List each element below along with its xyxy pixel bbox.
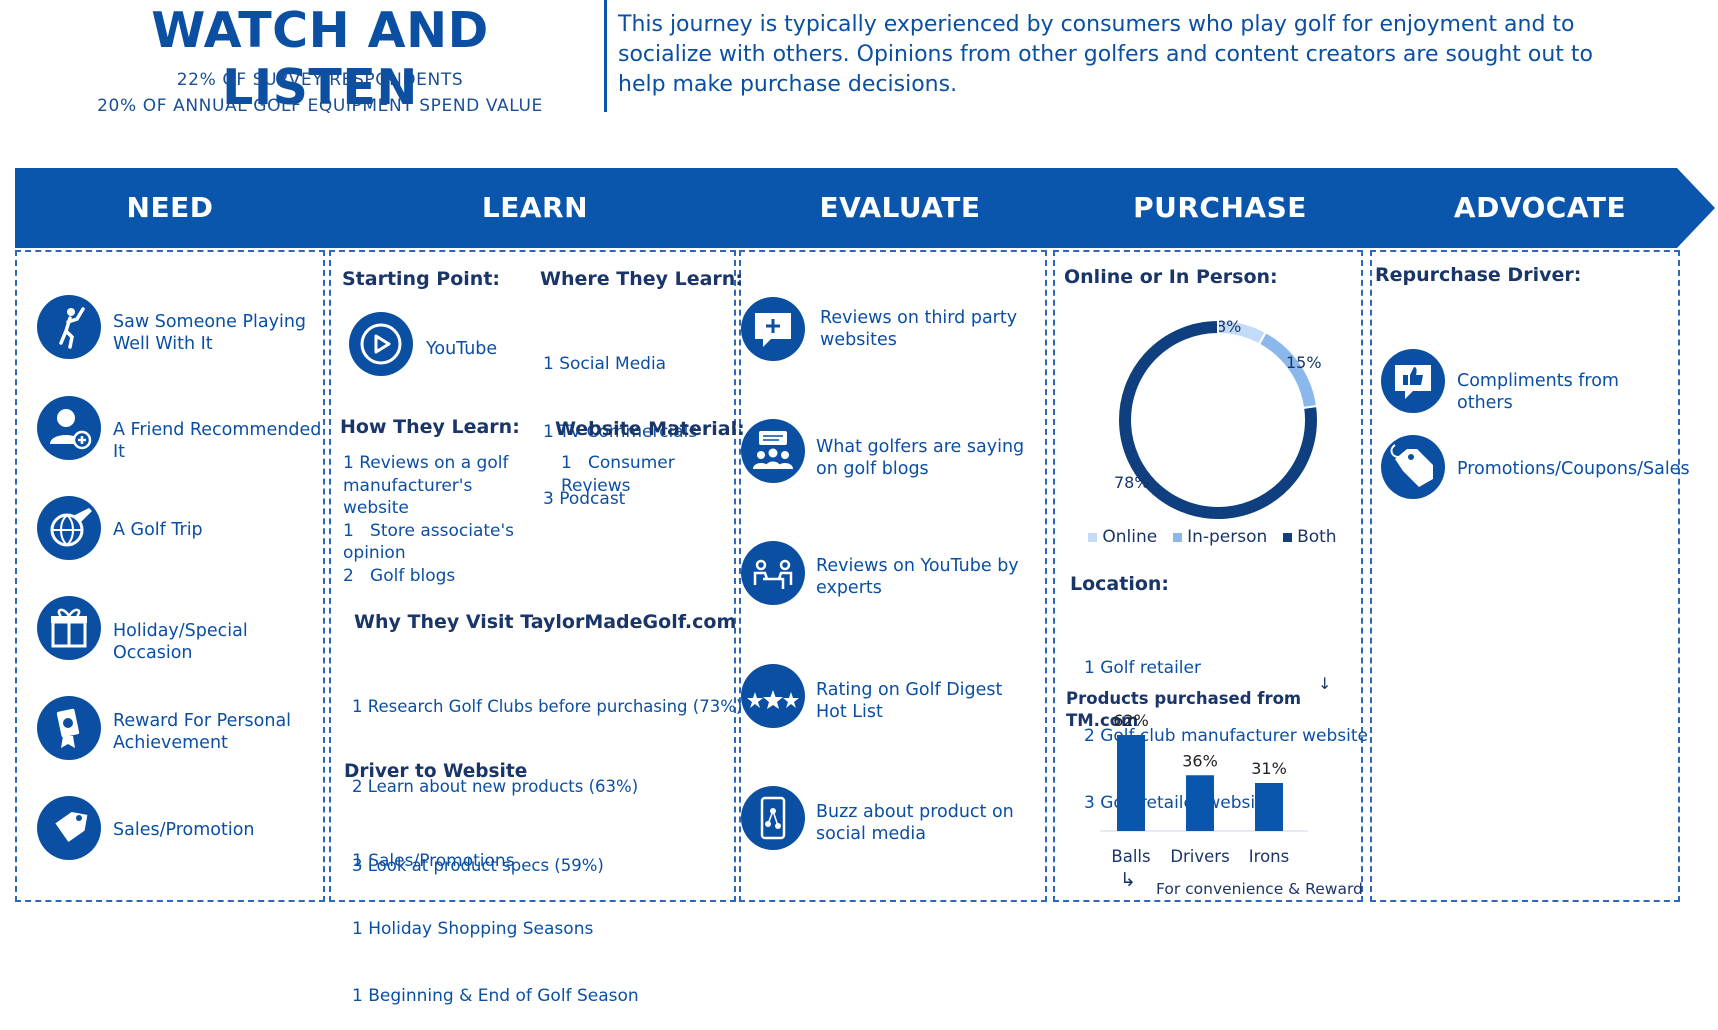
tag-icon — [37, 796, 101, 860]
bar-data-label: 31% — [1251, 759, 1287, 778]
donut-data-label: 15% — [1286, 353, 1322, 372]
bar-category-label: Irons — [1249, 847, 1289, 866]
bar-balls — [1117, 735, 1145, 831]
golfer-icon — [37, 295, 101, 359]
list-item: 1 Beginning & End of Golf Season — [352, 986, 639, 1006]
tag-icon — [1381, 435, 1445, 499]
bar-data-label: 36% — [1182, 751, 1218, 770]
learn-column — [329, 250, 736, 902]
need-item-label: Holiday/Special Occasion — [113, 621, 248, 663]
stage-banner — [15, 168, 1715, 248]
header-divider — [604, 0, 607, 112]
bar-drivers — [1186, 775, 1214, 831]
purchase-column — [1053, 250, 1363, 902]
person-add-icon — [37, 396, 101, 460]
reward-icon — [37, 696, 101, 760]
journey-description: This journey is typically experienced by… — [618, 12, 1593, 97]
website-material-title: Website Material: — [555, 418, 745, 440]
bar-category-label: Balls — [1111, 847, 1150, 866]
purchase-footnote: For convenience & Reward — [1156, 880, 1363, 898]
location-title: Location: — [1070, 573, 1170, 595]
list-item: 1 Consumer Reviews — [561, 453, 681, 496]
bar-irons — [1255, 783, 1283, 831]
gift-icon — [37, 596, 101, 660]
list-item: 2 Learn about new products (63%) — [352, 776, 639, 796]
stage-advocate: ADVOCATE — [1453, 191, 1627, 224]
stage-learn: LEARN — [481, 191, 589, 224]
evaluate-item-label: Rating on Golf Digest Hot List — [816, 680, 1003, 722]
legend-swatch-in-person — [1172, 533, 1182, 542]
online-or-in-person-title: Online or In Person: — [1064, 266, 1278, 288]
list-item: 1 Reviews on a golf manufacturer's websi… — [343, 453, 509, 518]
list-item: 1 Sales/Promotions — [352, 851, 515, 871]
evaluate-item-label: What golfers are saying on golf blogs — [816, 437, 1025, 479]
how-they-learn-title: How They Learn: — [340, 416, 520, 438]
arrow-down-icon: ↓ — [1318, 674, 1332, 693]
thumbs-up-icon — [1381, 349, 1445, 413]
evaluate-item-label: Buzz about product on social media — [816, 802, 1014, 844]
purchase-channel-donut-chart: 8% 15% 78% — [1114, 317, 1322, 521]
driver-to-website-title: Driver to Website — [344, 761, 528, 782]
list-item: 2 Golf club manufacturer website — [1084, 725, 1368, 746]
starting-point-title: Starting Point: — [342, 268, 500, 290]
donut-data-label: 8% — [1216, 317, 1241, 336]
chat-plus-icon — [741, 297, 805, 361]
why-visit-title: Why They Visit TaylorMadeGolf.com — [354, 611, 737, 633]
need-item-label: A Golf Trip — [113, 520, 203, 540]
phone-social-icon — [741, 786, 805, 850]
evaluate-item-label: Reviews on third party websites — [820, 308, 1018, 350]
arrow-return-icon: ↳ — [1120, 869, 1136, 891]
list-item: 3 Podcast — [543, 489, 626, 509]
advocate-column — [1370, 250, 1680, 902]
evaluate-column — [739, 250, 1047, 902]
donut-legend: Online In-person Both — [1088, 527, 1388, 547]
bar-data-label: 62% — [1113, 711, 1149, 730]
why-visit-list: 1 Research Golf Clubs before purchasing … — [352, 641, 742, 906]
legend-swatch-online — [1088, 533, 1097, 542]
respondent-stat: 22% OF SURVEY RESPONDENTS — [176, 70, 464, 90]
legend-swatch-both — [1282, 533, 1292, 542]
list-item: 1 Golf retailer — [1084, 658, 1201, 678]
where-they-learn-title: Where They Learn: — [540, 268, 743, 290]
list-item: 3 Look at product specs (59%) — [352, 856, 604, 875]
list-item: 1 Research Golf Clubs before purchasing … — [352, 697, 743, 716]
interview-icon — [741, 541, 805, 605]
products-purchased-title: Products purchased from TM.com — [1066, 689, 1302, 730]
list-item: 1 Holiday Shopping Seasons — [352, 918, 594, 939]
spend-stat: 20% OF ANNUAL GOLF EQUIPMENT SPEND VALUE — [97, 96, 543, 116]
advocate-item-label: Compliments from others — [1457, 371, 1619, 413]
group-chat-icon — [741, 419, 805, 483]
need-item-label: Saw Someone Playing Well With It — [113, 312, 307, 354]
page-title: WATCH AND LISTEN — [151, 2, 489, 116]
starting-point-value: YouTube — [426, 339, 498, 359]
products-bar-chart: 62% Balls 36% Drivers 31% Irons — [1100, 711, 1308, 866]
stage-need: NEED — [126, 191, 214, 224]
advocate-item-label: Promotions/Coupons/Sales — [1457, 459, 1690, 479]
youtube-icon — [349, 312, 413, 376]
donut-data-label: 78% — [1114, 473, 1150, 492]
list-item: 1 Social Media — [543, 354, 667, 374]
globe-plane-icon — [37, 496, 101, 560]
where-they-learn-list: 1 Social Media 1 TV Commercials 3 Podcas… — [543, 308, 697, 533]
need-item-label: A Friend Recommended It — [113, 420, 322, 462]
list-item: 1 Store associate's opinion — [343, 520, 520, 564]
repurchase-driver-title: Repurchase Driver: — [1375, 264, 1582, 286]
bar-category-label: Drivers — [1170, 847, 1229, 866]
donut-slice-both — [1117, 318, 1319, 521]
list-item: 1 TV Commercials — [543, 421, 698, 442]
list-item: 2 Golf blogs — [343, 565, 456, 586]
website-material-list: 1 Consumer Reviews — [561, 452, 696, 497]
evaluate-item-label: Reviews on YouTube by experts — [816, 556, 1019, 598]
legend-label: In-person — [1187, 527, 1268, 547]
stage-evaluate: EVALUATE — [819, 191, 981, 224]
need-item-label: Reward For Personal Achievement — [113, 711, 292, 753]
need-item-label: Sales/Promotion — [113, 820, 255, 840]
stars-icon — [741, 664, 805, 728]
legend-label: Both — [1297, 527, 1337, 547]
how-they-learn-list: 1 Reviews on a golf manufacturer's websi… — [343, 452, 543, 587]
need-column — [15, 250, 325, 902]
legend-label: Online — [1102, 527, 1158, 547]
stage-purchase: PURCHASE — [1133, 191, 1307, 224]
